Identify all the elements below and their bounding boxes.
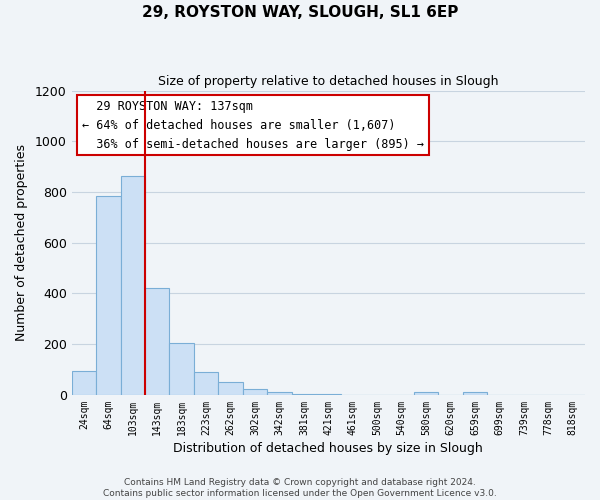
- Bar: [316, 394, 341, 395]
- Bar: [414, 392, 439, 395]
- Bar: [71, 371, 96, 395]
- Bar: [243, 388, 267, 395]
- Title: Size of property relative to detached houses in Slough: Size of property relative to detached ho…: [158, 75, 499, 88]
- Text: Contains HM Land Registry data © Crown copyright and database right 2024.
Contai: Contains HM Land Registry data © Crown c…: [103, 478, 497, 498]
- Text: 29, ROYSTON WAY, SLOUGH, SL1 6EP: 29, ROYSTON WAY, SLOUGH, SL1 6EP: [142, 5, 458, 20]
- Bar: [463, 392, 487, 395]
- X-axis label: Distribution of detached houses by size in Slough: Distribution of detached houses by size …: [173, 442, 483, 455]
- Y-axis label: Number of detached properties: Number of detached properties: [15, 144, 28, 341]
- Bar: [194, 372, 218, 395]
- Bar: [121, 176, 145, 395]
- Bar: [96, 196, 121, 395]
- Bar: [169, 343, 194, 395]
- Bar: [267, 392, 292, 395]
- Bar: [218, 382, 243, 395]
- Bar: [145, 288, 169, 395]
- Text: 29 ROYSTON WAY: 137sqm
← 64% of detached houses are smaller (1,607)
  36% of sem: 29 ROYSTON WAY: 137sqm ← 64% of detached…: [82, 100, 424, 150]
- Bar: [292, 394, 316, 395]
